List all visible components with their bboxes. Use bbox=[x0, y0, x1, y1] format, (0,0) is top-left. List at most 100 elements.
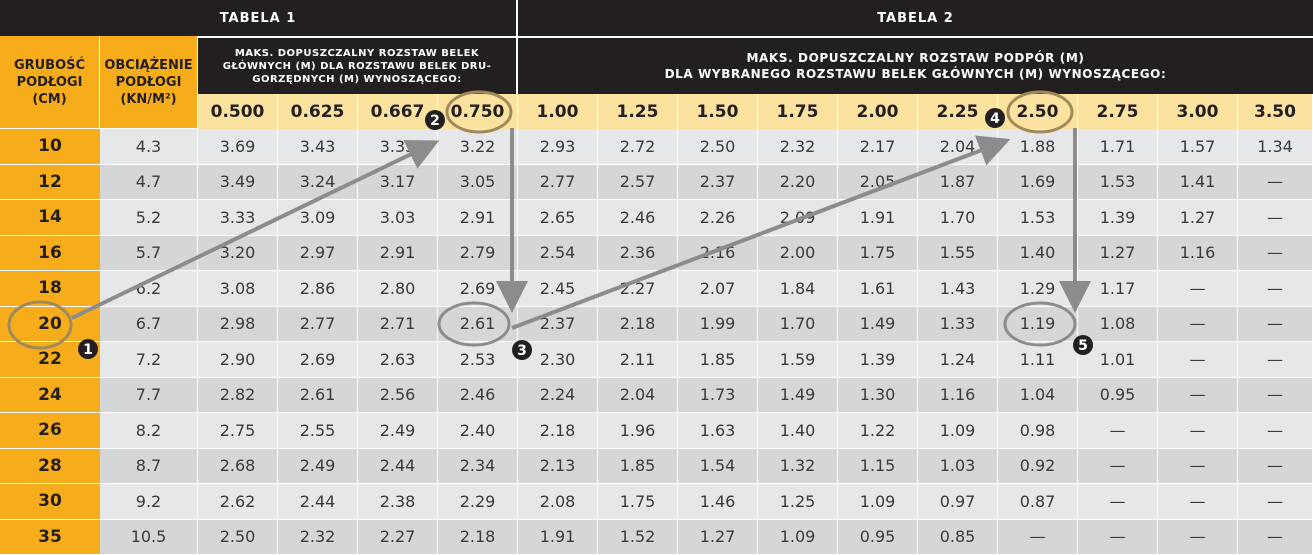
table1-cell: 2.55 bbox=[278, 413, 358, 449]
table1-value: 2.77 bbox=[299, 314, 336, 334]
table2-cell: 1.39 bbox=[1078, 200, 1158, 236]
table2-column-header: 1.50 bbox=[678, 94, 758, 129]
table2-value: 2.16 bbox=[699, 243, 736, 263]
load-value: 5.2 bbox=[135, 207, 162, 227]
table2-value: 2.37 bbox=[539, 314, 576, 334]
table1-cell: 2.68 bbox=[198, 448, 278, 484]
thickness-value: 24 bbox=[38, 384, 62, 405]
table2-cell: — bbox=[998, 519, 1078, 555]
table2-cell: 1.53 bbox=[1078, 164, 1158, 200]
table2-value: 1.91 bbox=[859, 207, 896, 227]
table1-column-header: 0.500 bbox=[198, 94, 278, 129]
table2-cell: — bbox=[1238, 413, 1313, 449]
thickness-column-header: GRUBOŚĆ PODŁOGI (CM) bbox=[0, 36, 100, 129]
table1-subheader-text: MAKS. DOPUSZCZALNY ROZSTAW BELEK GŁÓWNYC… bbox=[222, 47, 492, 85]
load-cell: 9.2 bbox=[100, 484, 198, 520]
table2-column-value: 3.50 bbox=[1254, 101, 1296, 122]
table2-value: 1.11 bbox=[1019, 349, 1056, 369]
table1-cell: 2.62 bbox=[198, 484, 278, 520]
table1-cell: 2.75 bbox=[198, 413, 278, 449]
thickness-value: 30 bbox=[38, 491, 62, 512]
table2-cell: 1.40 bbox=[758, 413, 838, 449]
table1-value: 2.69 bbox=[299, 349, 336, 369]
table1-value: 2.49 bbox=[379, 420, 416, 440]
load-cell: 4.7 bbox=[100, 164, 198, 200]
table1-value: 2.29 bbox=[459, 491, 496, 511]
load-value: 10.5 bbox=[130, 527, 167, 547]
table2-value: — bbox=[1189, 456, 1206, 476]
table2-value: 1.85 bbox=[619, 456, 656, 476]
table2-value: 1.24 bbox=[939, 349, 976, 369]
table2-value: 2.50 bbox=[699, 136, 736, 156]
table2-value: 2.30 bbox=[539, 349, 576, 369]
table2-value: — bbox=[1267, 491, 1283, 511]
table2-value: 2.00 bbox=[779, 243, 816, 263]
table2-value: 1.71 bbox=[1099, 136, 1136, 156]
thickness-value: 26 bbox=[38, 420, 62, 441]
table2-cell: — bbox=[1078, 448, 1158, 484]
table2-value: 2.72 bbox=[619, 136, 656, 156]
table2-cell: — bbox=[1238, 519, 1313, 555]
table1-cell: 2.63 bbox=[358, 342, 438, 378]
table2-cell: 1.75 bbox=[598, 484, 678, 520]
table1-value: 3.69 bbox=[219, 136, 256, 156]
table1-value: 2.75 bbox=[219, 420, 256, 440]
table2-value: 2.08 bbox=[539, 491, 576, 511]
table2-value: 1.91 bbox=[539, 527, 576, 547]
table2-cell: 1.88 bbox=[998, 129, 1078, 165]
table2-value: 1.59 bbox=[779, 349, 816, 369]
table2-cell: 1.27 bbox=[1078, 235, 1158, 271]
table2-value: 2.04 bbox=[619, 385, 656, 405]
table2-value: 1.03 bbox=[939, 456, 976, 476]
table2-column-value: 1.50 bbox=[696, 101, 739, 122]
table2-cell: 1.08 bbox=[1078, 306, 1158, 342]
table2-cell: 2.07 bbox=[678, 271, 758, 307]
table2-cell: 1.17 bbox=[1078, 271, 1158, 307]
table1-cell: 2.61 bbox=[278, 377, 358, 413]
table1-value: 3.49 bbox=[219, 172, 256, 192]
table1-cell: 2.29 bbox=[438, 484, 518, 520]
table2-cell: 2.18 bbox=[598, 306, 678, 342]
thickness-value: 12 bbox=[38, 171, 62, 192]
table2-cell: — bbox=[1238, 271, 1313, 307]
table2-cell: 2.93 bbox=[518, 129, 598, 165]
table1-value: 2.69 bbox=[459, 278, 496, 298]
table1-title: TABELA 1 bbox=[0, 0, 518, 36]
table1-value: 2.38 bbox=[379, 491, 416, 511]
load-header-text: OBCIĄŻENIE PODŁOGI (KN/M²) bbox=[104, 57, 193, 107]
table2-cell: 1.73 bbox=[678, 377, 758, 413]
table2-cell: — bbox=[1078, 519, 1158, 555]
table2-cell: 1.71 bbox=[1078, 129, 1158, 165]
table2-value: 1.08 bbox=[1099, 314, 1136, 334]
table2-value: — bbox=[1267, 278, 1283, 298]
load-cell: 6.7 bbox=[100, 306, 198, 342]
table2-value: — bbox=[1029, 527, 1046, 547]
load-cell: 10.5 bbox=[100, 519, 198, 555]
table1-cell: 3.22 bbox=[438, 129, 518, 165]
table1-value: 2.82 bbox=[219, 385, 256, 405]
table2-cell: 2.08 bbox=[518, 484, 598, 520]
load-value: 8.7 bbox=[135, 456, 162, 476]
table2-value: 1.52 bbox=[619, 527, 656, 547]
table2-cell: 1.15 bbox=[838, 448, 918, 484]
table2-cell: 1.46 bbox=[678, 484, 758, 520]
table2-value: 1.63 bbox=[699, 420, 736, 440]
table1-value: 2.91 bbox=[379, 243, 416, 263]
table2-value: — bbox=[1267, 243, 1283, 263]
load-value: 4.3 bbox=[135, 136, 162, 156]
table1-value: 2.63 bbox=[379, 349, 416, 369]
table2-value: 2.24 bbox=[539, 385, 576, 405]
table1-cell: 2.34 bbox=[438, 448, 518, 484]
load-value: 7.7 bbox=[135, 385, 162, 405]
table1-value: 2.49 bbox=[299, 456, 336, 476]
table1-cell: 2.61 bbox=[438, 306, 518, 342]
thickness-cell: 16 bbox=[0, 235, 100, 271]
table2-cell: — bbox=[1158, 448, 1238, 484]
table1-value: 3.35 bbox=[379, 136, 416, 156]
table2-cell: — bbox=[1158, 519, 1238, 555]
table2-value: 1.04 bbox=[1019, 385, 1056, 405]
table2-cell: 1.30 bbox=[838, 377, 918, 413]
table2-cell: — bbox=[1078, 484, 1158, 520]
table2-cell: 1.29 bbox=[998, 271, 1078, 307]
table2-value: 1.17 bbox=[1099, 278, 1136, 298]
